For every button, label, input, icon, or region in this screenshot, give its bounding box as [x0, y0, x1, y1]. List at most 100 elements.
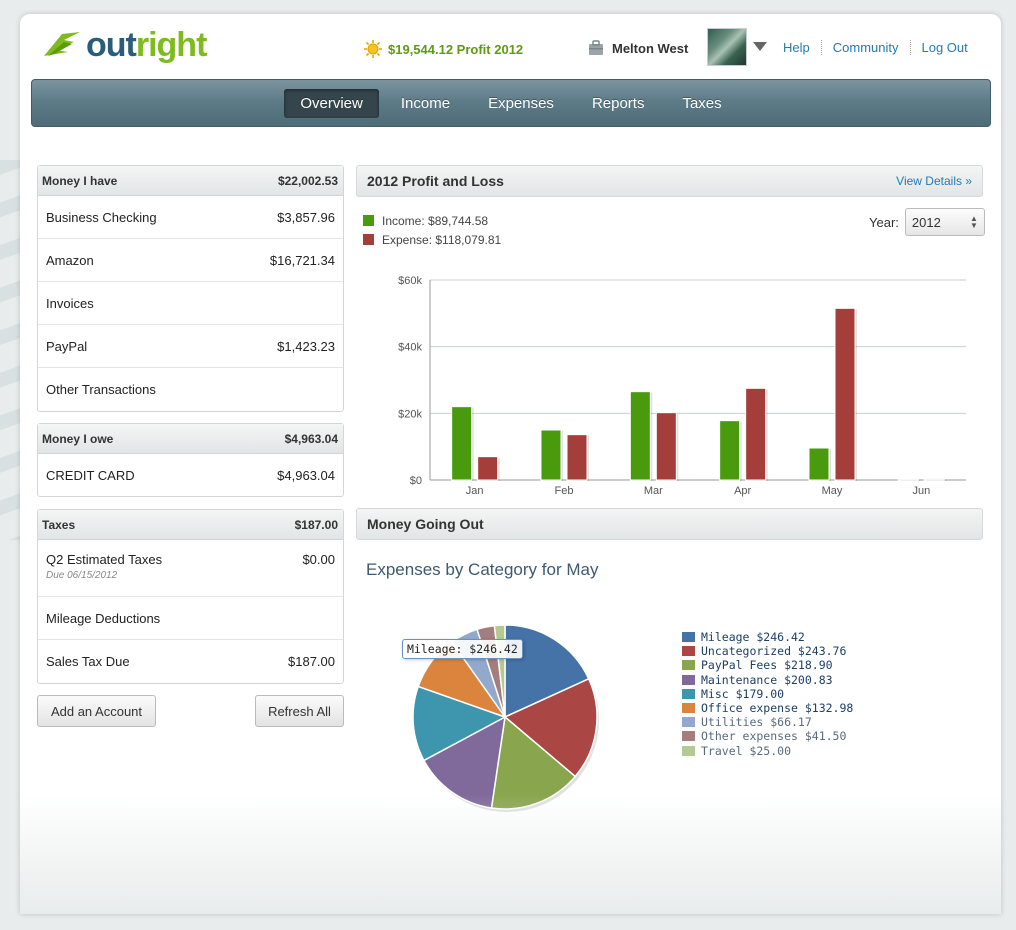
- legend-swatch: [682, 745, 695, 756]
- y-tick-label: $0: [410, 475, 422, 487]
- logout-link[interactable]: Log Out: [909, 40, 979, 55]
- expenses-pie-chart: [412, 624, 599, 812]
- logo-swoosh-icon: [44, 32, 80, 56]
- tax-label: Sales Tax Due: [46, 654, 130, 669]
- tab-taxes[interactable]: Taxes: [682, 94, 722, 112]
- money-i-owe-header: Money I owe $4,963.04: [38, 424, 343, 454]
- pie-tooltip: Mileage: $246.42: [402, 639, 523, 659]
- bar-expense-apr[interactable]: [745, 387, 767, 481]
- taxes-header: Taxes $187.00: [38, 510, 343, 540]
- bar-expense-may[interactable]: [834, 307, 856, 481]
- tab-overview[interactable]: Overview: [284, 88, 379, 118]
- account-label: PayPal: [46, 338, 88, 354]
- tax-label: Mileage Deductions: [46, 610, 161, 626]
- year-label: Year:: [869, 214, 899, 230]
- legend-label: Mileage $246.42: [701, 630, 805, 645]
- x-tick-label: Apr: [734, 485, 751, 497]
- legend-label: Uncategorized $243.76: [701, 644, 847, 659]
- legend-expense: Expense: $118,079.81: [363, 230, 501, 249]
- add-account-button[interactable]: Add an Account: [37, 695, 156, 727]
- account-row-invoices[interactable]: Invoices: [38, 282, 343, 325]
- legend-label: Travel $25.00: [701, 743, 792, 758]
- panel-total: $22,002.53: [277, 173, 338, 188]
- pie-legend-item[interactable]: Office expense $132.98: [682, 701, 853, 715]
- bar-income-jun[interactable]: [897, 478, 919, 481]
- legend-label: Maintenance $200.83: [701, 672, 833, 687]
- pie-legend-item[interactable]: Misc $179.00: [682, 687, 853, 701]
- up-down-arrows-icon: ▲ ▼: [969, 214, 978, 230]
- account-label: Business Checking: [46, 209, 157, 225]
- briefcase-icon: [589, 40, 603, 55]
- outright-logo[interactable]: outright: [42, 26, 207, 64]
- legend-swatch: [682, 731, 695, 742]
- view-details-link[interactable]: View Details »: [896, 174, 972, 188]
- avatar[interactable]: [707, 28, 747, 66]
- pie-legend-item[interactable]: PayPal Fees $218.90: [682, 658, 853, 672]
- help-link[interactable]: Help: [783, 40, 810, 55]
- panel-total: $4,963.04: [284, 431, 338, 446]
- bar-income-mar[interactable]: [629, 391, 651, 481]
- legend-swatch: [682, 646, 695, 657]
- pie-legend-item[interactable]: Maintenance $200.83: [682, 673, 853, 687]
- refresh-all-button[interactable]: Refresh All: [255, 695, 344, 727]
- pie-legend-item[interactable]: Other expenses $41.50: [682, 729, 853, 743]
- bar-income-apr[interactable]: [719, 420, 741, 481]
- bar-expense-jan[interactable]: [477, 456, 499, 481]
- user-menu[interactable]: Melton West: [588, 40, 688, 56]
- bar-expense-feb[interactable]: [566, 434, 588, 481]
- tab-reports[interactable]: Reports: [591, 94, 645, 112]
- top-links: Help Community Log Out: [772, 40, 979, 55]
- pie-slice-mileage[interactable]: [504, 624, 590, 719]
- bar-income-may[interactable]: [808, 447, 830, 481]
- user-name: Melton West: [612, 40, 689, 56]
- panel-total: $187.00: [294, 517, 338, 532]
- account-row-business-checking[interactable]: Business Checking $3,857.96: [38, 196, 343, 239]
- profit-loss-chart: $0 $20k $40k $60k Jan Feb Mar Apr May Jun: [398, 275, 966, 497]
- tax-row-q2-estimated[interactable]: Q2 Estimated Taxes Due 06/15/2012 $0.00: [38, 540, 343, 597]
- legend-income: Income: $89,744.58: [363, 211, 501, 230]
- account-value: $3,857.96: [277, 209, 335, 225]
- account-value: $16,721.34: [269, 252, 335, 268]
- pie-legend-item[interactable]: Travel $25.00: [682, 744, 853, 758]
- year-selector: Year: 2012 ▲ ▼: [869, 208, 985, 236]
- taxes-panel: Taxes $187.00 Q2 Estimated Taxes Due 06/1…: [37, 509, 344, 684]
- bar-expense-mar[interactable]: [655, 412, 677, 481]
- y-tick-label: $60k: [398, 275, 422, 287]
- app-frame: outright $19,544.12 Profit 2012 Melton W…: [20, 14, 1001, 914]
- legend-label: PayPal Fees $218.90: [701, 658, 833, 673]
- pie-legend-item[interactable]: Uncategorized $243.76: [682, 644, 853, 658]
- pie-slice-misc[interactable]: [412, 685, 507, 762]
- bar-expense-jun[interactable]: [923, 477, 945, 481]
- pie-legend-item[interactable]: Mileage $246.42: [682, 630, 853, 644]
- profit-loss-title: 2012 Profit and Loss: [367, 173, 504, 189]
- tab-expenses[interactable]: Expenses: [488, 94, 554, 112]
- community-link[interactable]: Community: [820, 40, 910, 55]
- tax-row-mileage[interactable]: Mileage Deductions: [38, 597, 343, 640]
- x-tick-label: May: [822, 485, 843, 497]
- profit-loss-legend: Income: $89,744.58 Expense: $118,079.81: [363, 211, 501, 249]
- pie-slice-uncategorized[interactable]: [503, 677, 598, 778]
- account-row-other-transactions[interactable]: Other Transactions: [38, 368, 343, 411]
- account-row-amazon[interactable]: Amazon $16,721.34: [38, 239, 343, 282]
- account-row-credit-card[interactable]: CREDIT CARD $4,963.04: [38, 454, 343, 496]
- panel-title: Money I owe: [42, 431, 114, 446]
- legend-label: Utilities $66.17: [701, 715, 812, 730]
- logo-text: outright: [86, 26, 207, 64]
- pie-chart-title: Expenses by Category for May: [366, 560, 599, 579]
- y-tick-label: $20k: [398, 408, 422, 420]
- chevron-down-icon[interactable]: [753, 42, 767, 51]
- account-label: CREDIT CARD: [46, 467, 135, 483]
- tab-income[interactable]: Income: [400, 94, 451, 112]
- account-row-paypal[interactable]: PayPal $1,423.23: [38, 325, 343, 368]
- profit-summary: $19,544.12 Profit 2012: [364, 40, 523, 58]
- x-tick-label: Jan: [466, 485, 484, 497]
- panel-title: Money I have: [42, 173, 118, 188]
- legend-swatch: [682, 703, 695, 714]
- bar-income-feb[interactable]: [540, 429, 562, 481]
- year-select[interactable]: 2012 ▲ ▼: [904, 208, 985, 236]
- x-tick-label: Feb: [555, 485, 574, 497]
- year-value: 2012: [911, 214, 941, 230]
- bar-income-jan[interactable]: [451, 406, 473, 481]
- tax-row-sales-tax[interactable]: Sales Tax Due $187.00: [38, 640, 343, 683]
- pie-legend-item[interactable]: Utilities $66.17: [682, 715, 853, 729]
